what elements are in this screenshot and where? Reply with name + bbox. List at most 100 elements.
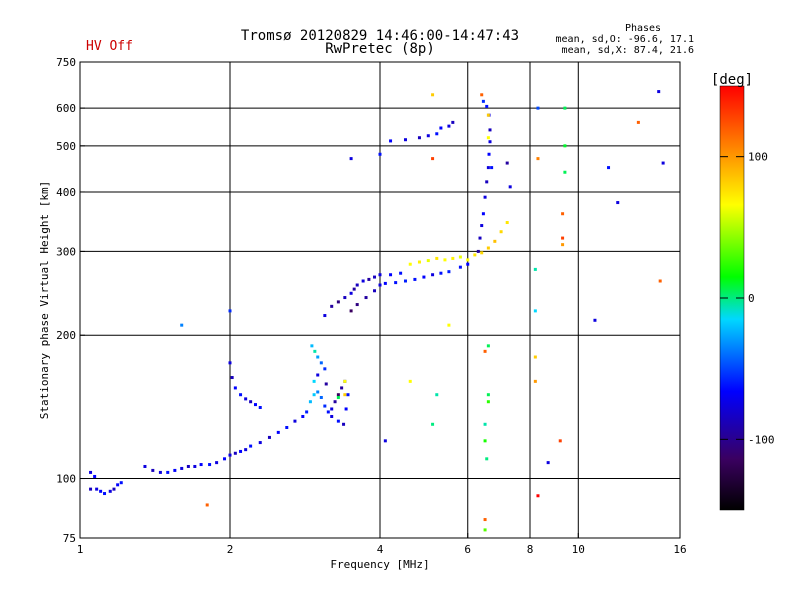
data-point	[486, 166, 490, 170]
data-point	[239, 449, 243, 453]
data-point	[215, 461, 219, 465]
data-point	[447, 323, 451, 327]
data-point	[228, 453, 232, 457]
data-point	[505, 221, 509, 225]
data-point	[458, 265, 462, 269]
data-point	[103, 492, 107, 496]
data-point	[481, 99, 485, 103]
data-point	[343, 379, 347, 383]
data-point	[558, 439, 562, 443]
data-point	[486, 246, 490, 250]
data-point	[324, 382, 328, 386]
data-point	[480, 224, 484, 228]
data-point	[373, 275, 377, 279]
colorbar-tick-label: 0	[748, 292, 755, 305]
data-point	[486, 136, 490, 140]
data-point	[483, 518, 487, 522]
data-point	[443, 258, 447, 262]
data-point	[158, 470, 162, 474]
data-point	[239, 393, 243, 397]
data-point	[316, 373, 320, 377]
data-point	[536, 494, 540, 498]
data-point	[340, 386, 344, 390]
data-point	[230, 376, 234, 380]
data-point	[349, 291, 353, 295]
data-point	[344, 407, 348, 411]
data-point	[253, 403, 257, 407]
data-point	[323, 404, 327, 408]
data-point	[476, 249, 480, 253]
data-point	[323, 367, 327, 371]
data-point	[312, 393, 316, 397]
data-point	[355, 283, 359, 287]
x-tick-label: 8	[527, 543, 534, 556]
data-point	[435, 256, 439, 260]
data-point	[364, 296, 368, 300]
data-point	[426, 134, 430, 138]
data-point	[593, 318, 597, 322]
data-point	[563, 144, 567, 148]
data-point	[403, 138, 407, 142]
data-point	[249, 444, 253, 448]
data-point	[367, 277, 371, 281]
data-point	[435, 393, 439, 397]
data-point	[561, 236, 565, 240]
y-tick-label: 500	[56, 140, 76, 153]
data-point	[483, 195, 487, 199]
data-point	[499, 230, 503, 234]
data-point	[546, 461, 550, 465]
data-point	[193, 464, 197, 468]
data-point	[99, 489, 103, 493]
data-point	[563, 170, 567, 174]
data-point	[607, 166, 611, 170]
data-point	[561, 243, 565, 247]
data-point	[336, 300, 340, 304]
data-point	[228, 309, 232, 313]
data-point	[480, 93, 484, 97]
data-point	[233, 451, 237, 455]
data-point	[431, 93, 435, 97]
data-point	[485, 457, 489, 461]
data-point	[330, 414, 334, 418]
data-point	[228, 361, 232, 365]
data-point	[426, 259, 430, 263]
data-point	[488, 128, 492, 132]
data-point	[108, 489, 112, 493]
data-point	[413, 277, 417, 281]
data-point	[336, 395, 340, 399]
data-point	[447, 270, 451, 274]
data-point	[346, 393, 350, 397]
data-point	[485, 180, 489, 184]
data-point	[473, 253, 477, 257]
chart-subtitle: RwPretec (8p)	[325, 41, 435, 57]
data-point	[173, 468, 177, 472]
data-points	[89, 90, 665, 532]
phases-heading: Phases	[625, 23, 661, 34]
colorbar-unit-label: [deg]	[711, 72, 753, 88]
data-point	[89, 470, 93, 474]
data-point	[389, 139, 393, 143]
data-point	[316, 390, 320, 394]
data-point	[533, 379, 537, 383]
data-point	[533, 267, 537, 271]
x-tick-label: 10	[572, 543, 585, 556]
data-point	[383, 281, 387, 285]
data-point	[233, 386, 237, 390]
data-point	[408, 262, 412, 266]
data-point	[431, 422, 435, 426]
data-point	[394, 281, 398, 285]
data-point	[249, 400, 253, 404]
data-point	[408, 379, 412, 383]
data-point	[301, 414, 305, 418]
colorbar-ticks: 100 0 -100	[720, 151, 775, 446]
data-point	[536, 106, 540, 110]
data-point	[361, 279, 365, 283]
data-point	[458, 255, 462, 259]
data-point	[399, 271, 403, 275]
data-point	[326, 410, 330, 414]
data-point	[316, 355, 320, 359]
data-point	[561, 212, 565, 216]
data-point	[180, 466, 184, 470]
data-point	[276, 430, 280, 434]
data-point	[143, 464, 147, 468]
